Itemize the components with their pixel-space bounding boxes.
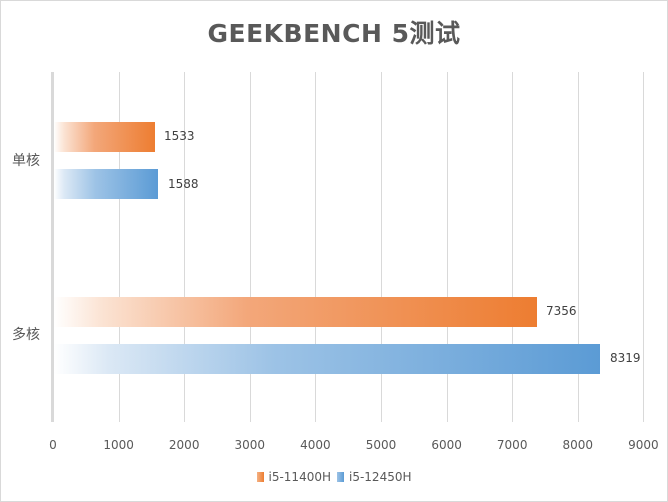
x-tick-1000: 1000 [103, 438, 134, 452]
category-label-single-core: 单核 [12, 153, 40, 169]
data-label-i5-11400h-single: 1533 [164, 129, 195, 143]
legend-item-i5-11400h[interactable]: i5-11400H [256, 470, 332, 484]
category-label-multi-core: 多核 [12, 327, 40, 343]
gridline-3000 [249, 72, 251, 422]
legend-swatch-blue-icon [337, 472, 344, 482]
bar-i5-11400h-multi [54, 297, 537, 327]
x-tick-3000: 3000 [234, 438, 266, 452]
gridline-9000 [643, 72, 645, 422]
chart-title: GEEKBENCH 5测试 [207, 19, 461, 48]
gridline-6000 [446, 72, 448, 422]
data-label-i5-12450h-multi: 8319 [610, 351, 641, 365]
gridline-2000 [184, 72, 186, 422]
x-tick-4000: 4000 [300, 438, 331, 452]
x-tick-6000: 6000 [431, 438, 462, 452]
x-tick-5000: 5000 [365, 438, 397, 452]
gridline-7000 [512, 72, 514, 422]
x-tick-7000: 7000 [496, 438, 528, 452]
x-tick-0: 0 [49, 438, 57, 452]
legend-label-i5-12450h: i5-12450H [349, 470, 412, 484]
x-tick-9000: 9000 [628, 438, 659, 452]
bar-i5-12450h-single [54, 169, 159, 199]
legend-label-i5-11400h: i5-11400H [268, 470, 332, 484]
plot-area: 1533 1588 7356 8319 [51, 72, 645, 422]
x-tick-2000: 2000 [168, 438, 200, 452]
category-axis-line [51, 72, 54, 422]
x-tick-8000: 8000 [562, 438, 594, 452]
bar-i5-12450h-multi [54, 344, 600, 374]
gridline-5000 [381, 72, 382, 422]
gridline-8000 [577, 72, 579, 422]
gridline-4000 [315, 72, 317, 422]
data-label-i5-12450h-single: 1588 [168, 177, 199, 191]
chart-legend: i5-11400H i5-12450H [0, 470, 668, 484]
legend-swatch-orange-icon [256, 472, 264, 482]
legend-item-i5-12450h[interactable]: i5-12450H [337, 470, 412, 484]
bar-i5-11400h-single [54, 122, 155, 152]
gridline-1000 [118, 72, 120, 422]
data-label-i5-11400h-multi: 7356 [546, 304, 577, 318]
